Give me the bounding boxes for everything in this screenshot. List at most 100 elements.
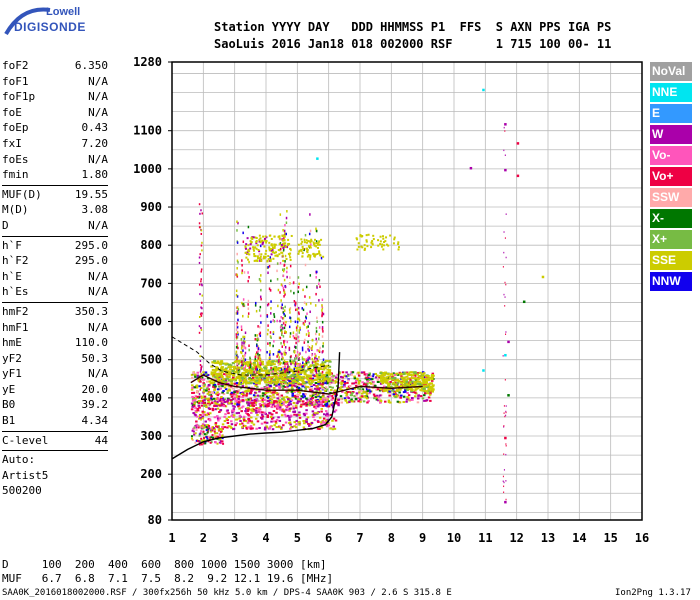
echo-point <box>402 395 406 398</box>
echo-point <box>381 378 385 381</box>
echo-point <box>333 381 337 384</box>
echo-point <box>319 390 322 393</box>
echo-point <box>257 349 259 353</box>
echo-point <box>318 416 322 419</box>
echo-point <box>503 293 505 296</box>
echo-point <box>407 397 410 400</box>
echo-point <box>286 266 288 270</box>
echo-point <box>276 319 279 323</box>
echo-point <box>307 366 311 369</box>
echo-point <box>203 385 206 388</box>
echo-point <box>221 423 225 426</box>
echo-point <box>278 361 282 364</box>
echo-point <box>315 365 317 368</box>
param-key: foE <box>2 105 22 119</box>
echo-point <box>294 350 296 353</box>
echo-point <box>244 245 247 248</box>
echo-point <box>247 307 250 310</box>
echo-point <box>337 398 341 401</box>
echo-point <box>370 246 373 249</box>
x-tick-label: 8 <box>388 531 395 545</box>
echo-point <box>316 286 318 289</box>
echo-point <box>302 288 304 292</box>
echo-point <box>210 402 214 405</box>
echo-point <box>382 376 386 379</box>
echo-point <box>256 255 259 258</box>
echo-point <box>219 379 223 382</box>
echo-point <box>414 395 417 398</box>
echo-point <box>288 384 292 387</box>
echo-point <box>270 320 272 324</box>
echo-point <box>393 376 397 379</box>
echo-point <box>424 384 428 387</box>
echo-point <box>267 386 271 389</box>
echo-point <box>371 375 375 378</box>
echo-point <box>191 386 194 389</box>
echo-point <box>287 378 290 381</box>
echo-point <box>249 356 251 360</box>
echo-point <box>243 390 247 393</box>
echo-point <box>283 268 286 271</box>
echo-point <box>278 426 282 429</box>
echo-point <box>309 229 312 233</box>
echo-point <box>209 390 213 393</box>
param-row-b0: B0 39.2 <box>2 397 108 413</box>
echo-point <box>277 360 280 363</box>
echo-point <box>258 240 261 243</box>
echo-point <box>254 246 257 249</box>
echo-point <box>424 374 428 377</box>
echo-point <box>292 371 296 374</box>
echo-point <box>297 355 299 358</box>
echo-point <box>274 381 278 384</box>
echo-point <box>289 276 291 279</box>
echo-point <box>295 414 299 417</box>
echo-point <box>285 232 287 236</box>
echo-point <box>406 396 409 399</box>
echo-point <box>297 386 301 389</box>
echo-point <box>287 367 291 370</box>
echo-point <box>276 378 280 381</box>
echo-point <box>306 248 309 251</box>
echo-point <box>340 385 343 388</box>
echo-point <box>304 320 306 323</box>
echo-point <box>232 415 235 418</box>
echo-point <box>265 425 268 428</box>
echo-point <box>208 412 212 415</box>
echo-point <box>240 328 243 332</box>
echo-point <box>206 404 210 407</box>
echo-point <box>237 333 239 336</box>
echo-point <box>274 251 277 254</box>
echo-point <box>214 408 218 411</box>
echo-point <box>394 396 397 399</box>
echo-point <box>211 392 215 395</box>
echo-point <box>198 440 201 443</box>
echo-point <box>361 381 364 384</box>
echo-point <box>316 359 320 362</box>
echo-point <box>379 243 382 246</box>
echo-point <box>286 386 289 389</box>
echo-point <box>232 408 236 411</box>
echo-point <box>192 404 196 407</box>
echo-point <box>218 404 221 407</box>
echo-point <box>290 382 294 385</box>
legend: NoVal NNE E W Vo- Vo+ SSW X- X+ SSE NNW <box>650 62 692 293</box>
echo-point <box>394 392 397 395</box>
echo-point <box>317 420 320 423</box>
echo-point <box>214 441 217 444</box>
echo-point <box>199 388 202 391</box>
echo-point <box>259 314 262 318</box>
echo-point <box>200 376 204 379</box>
echo-point <box>343 383 346 386</box>
echo-point <box>263 369 267 372</box>
echo-point <box>404 372 408 375</box>
echo-point <box>190 402 194 405</box>
echo-point <box>296 317 299 321</box>
echo-point <box>405 398 409 401</box>
echo-point <box>284 401 288 404</box>
echo-point <box>190 437 193 440</box>
echo-point <box>251 368 255 371</box>
echo-point <box>219 363 223 366</box>
param-row-hf2: h`F2 295.0 <box>2 253 108 269</box>
echo-point <box>250 399 254 402</box>
echo-point <box>503 231 505 233</box>
